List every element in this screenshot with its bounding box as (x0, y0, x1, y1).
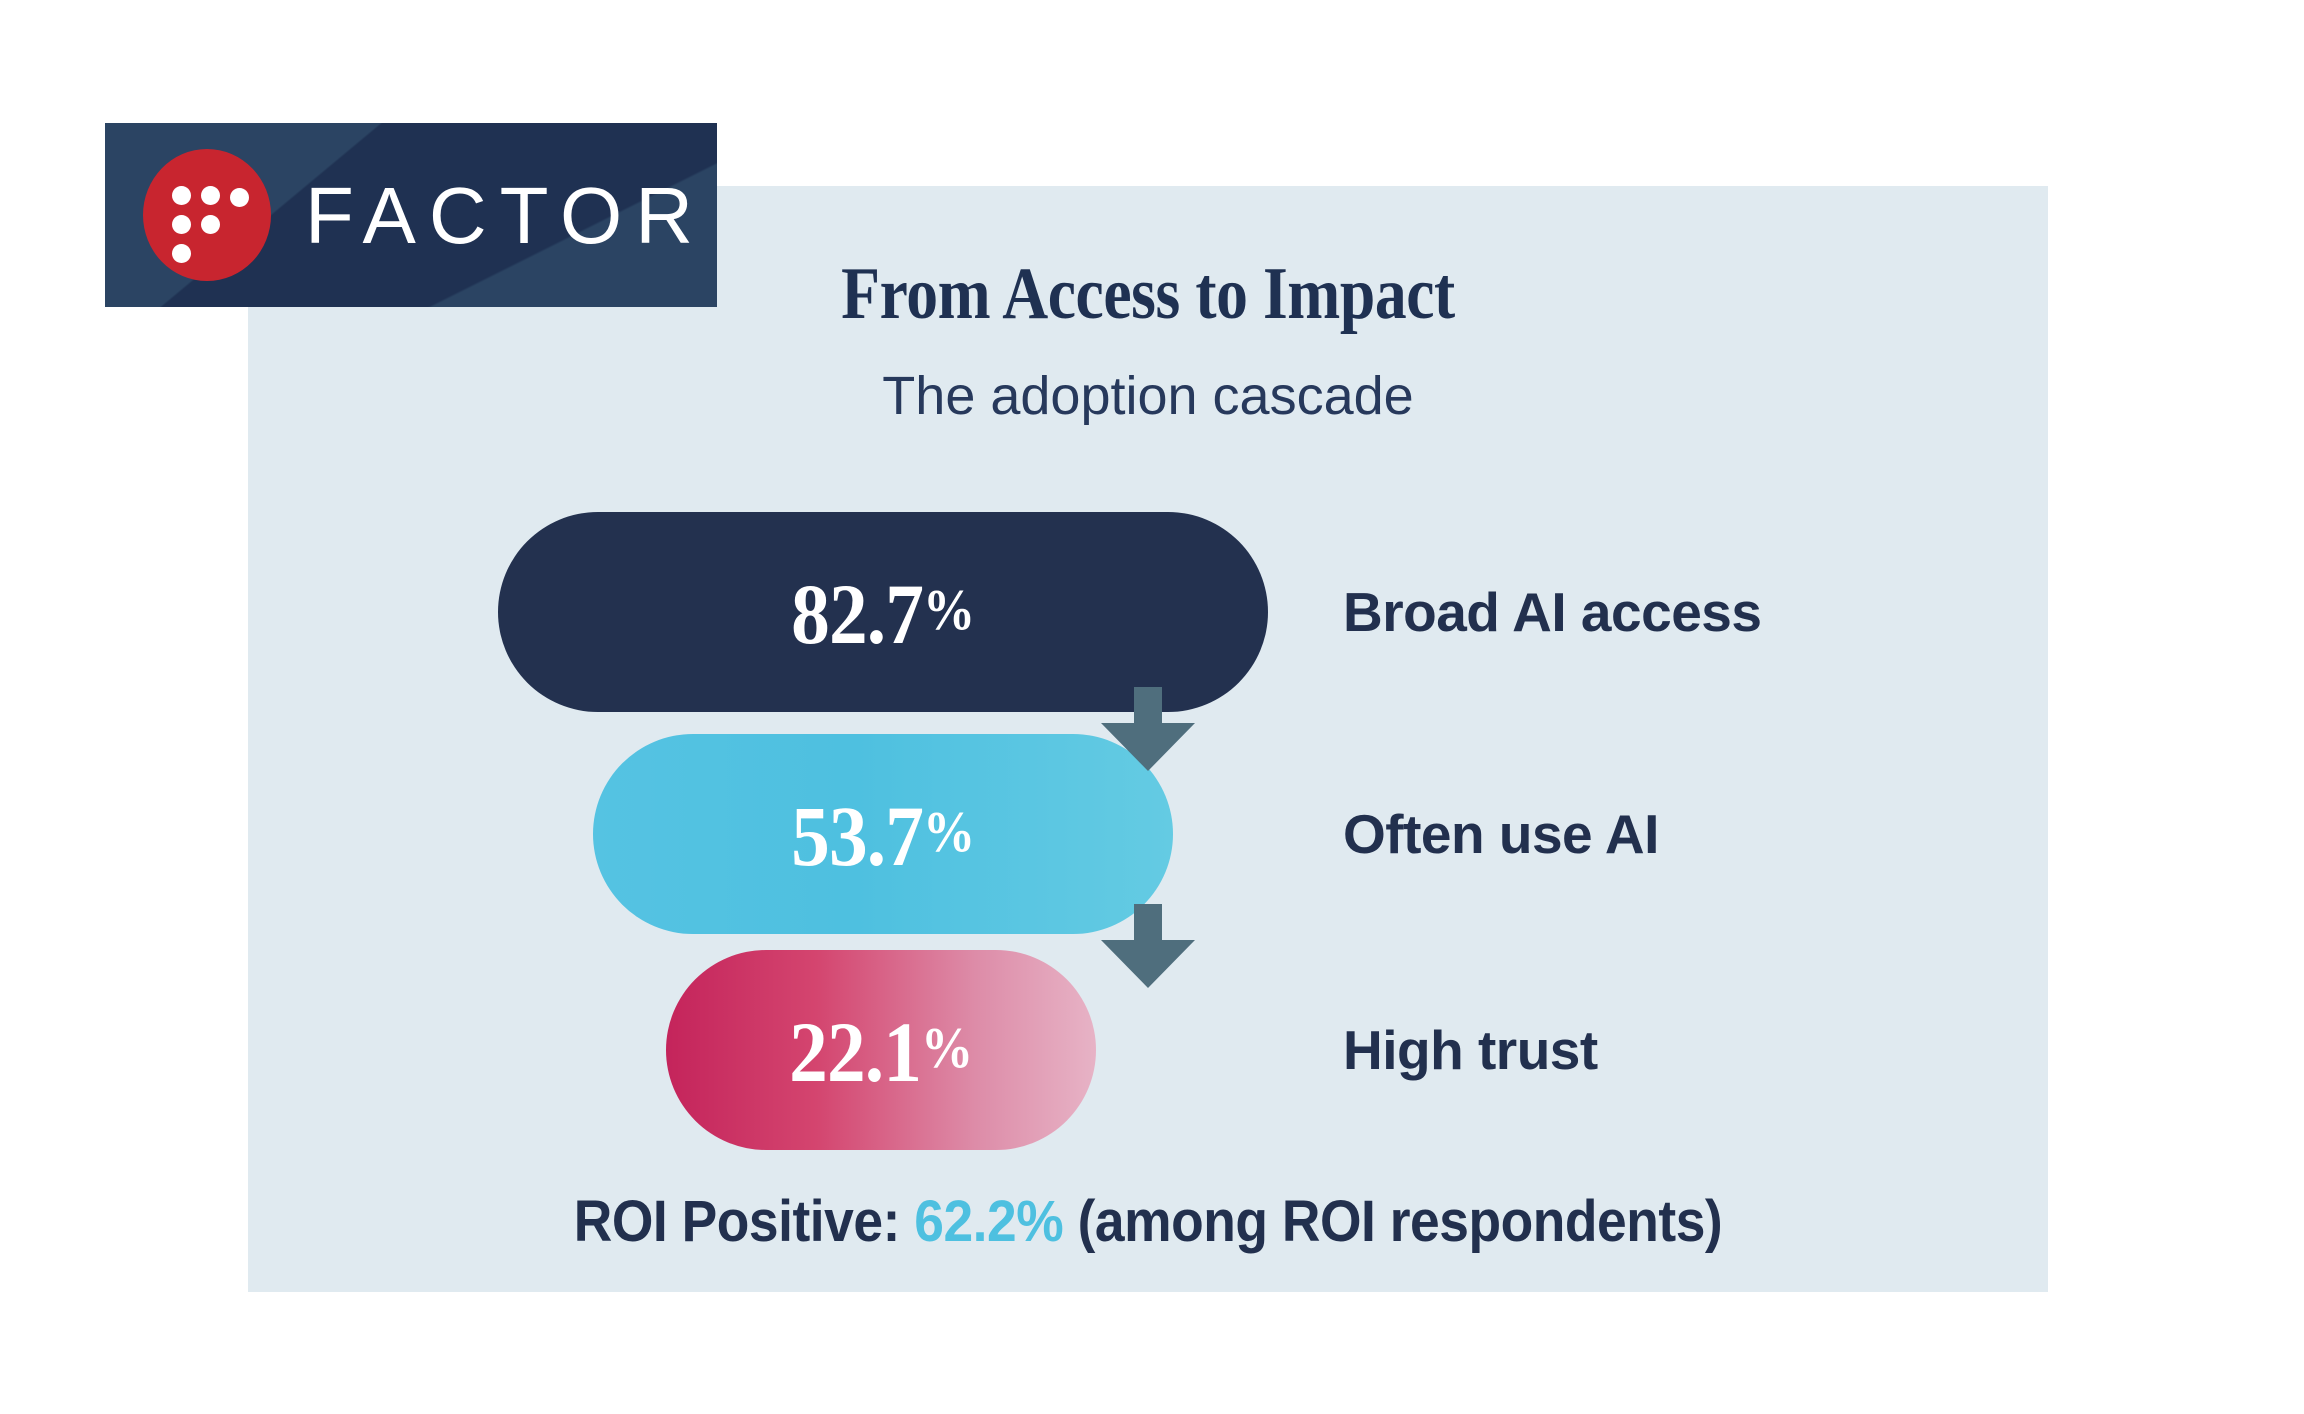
logo-dot (201, 186, 220, 205)
factor-dots-logo-icon (143, 149, 271, 281)
funnel-label-often-use-ai: Often use AI (1343, 803, 1659, 865)
page-subtitle: The adoption cascade (882, 366, 1414, 426)
page-title: From Access to Impact (841, 253, 1455, 335)
funnel-bar-value-number: 53.7 (791, 788, 924, 884)
funnel-bar-value-number: 22.1 (789, 1004, 922, 1100)
logo-diagonal-accent-bottom (255, 133, 717, 307)
logo-dot (172, 244, 191, 263)
funnel-bar-broad-ai-access: 82.7% (498, 512, 1268, 712)
logo-dot (172, 186, 191, 205)
brand-wordmark: FACTOR (305, 171, 707, 260)
roi-footnote-suffix: (among ROI respondents) (1063, 1189, 1723, 1254)
logo-dot (201, 215, 220, 234)
funnel-bar-often-use-ai: 53.7% (593, 734, 1173, 934)
logo-dot (172, 215, 191, 234)
roi-footnote-prefix: ROI Positive: (573, 1189, 915, 1254)
roi-footnote: ROI Positive: 62.2% (among ROI responden… (320, 1188, 1976, 1256)
adoption-cascade-funnel: 82.7% Broad AI access 53.7% Often use AI… (248, 512, 2048, 1150)
funnel-bar-value-percent: % (923, 577, 975, 642)
arrow-down-icon (1101, 904, 1195, 988)
funnel-bar-value-percent: % (923, 799, 975, 864)
funnel-stage: 82.7% Broad AI access (248, 512, 2048, 712)
funnel-label-broad-ai-access: Broad AI access (1343, 581, 1762, 643)
funnel-bar-value-number: 82.7 (791, 566, 924, 662)
funnel-bar-value: 82.7% (791, 565, 975, 662)
funnel-stage: 22.1% High trust (248, 950, 2048, 1150)
roi-footnote-value: 62.2% (914, 1189, 1064, 1254)
funnel-bar-value: 22.1% (789, 1003, 973, 1100)
funnel-stage: 53.7% Often use AI (248, 734, 2048, 934)
funnel-bar-high-trust: 22.1% (666, 950, 1096, 1150)
logo-dot (230, 188, 249, 207)
factor-logo-badge: FACTOR (105, 123, 717, 307)
arrow-down-icon (1101, 687, 1195, 771)
funnel-bar-value-percent: % (921, 1015, 973, 1080)
funnel-label-high-trust: High trust (1343, 1019, 1598, 1081)
funnel-bar-value: 53.7% (791, 787, 975, 884)
